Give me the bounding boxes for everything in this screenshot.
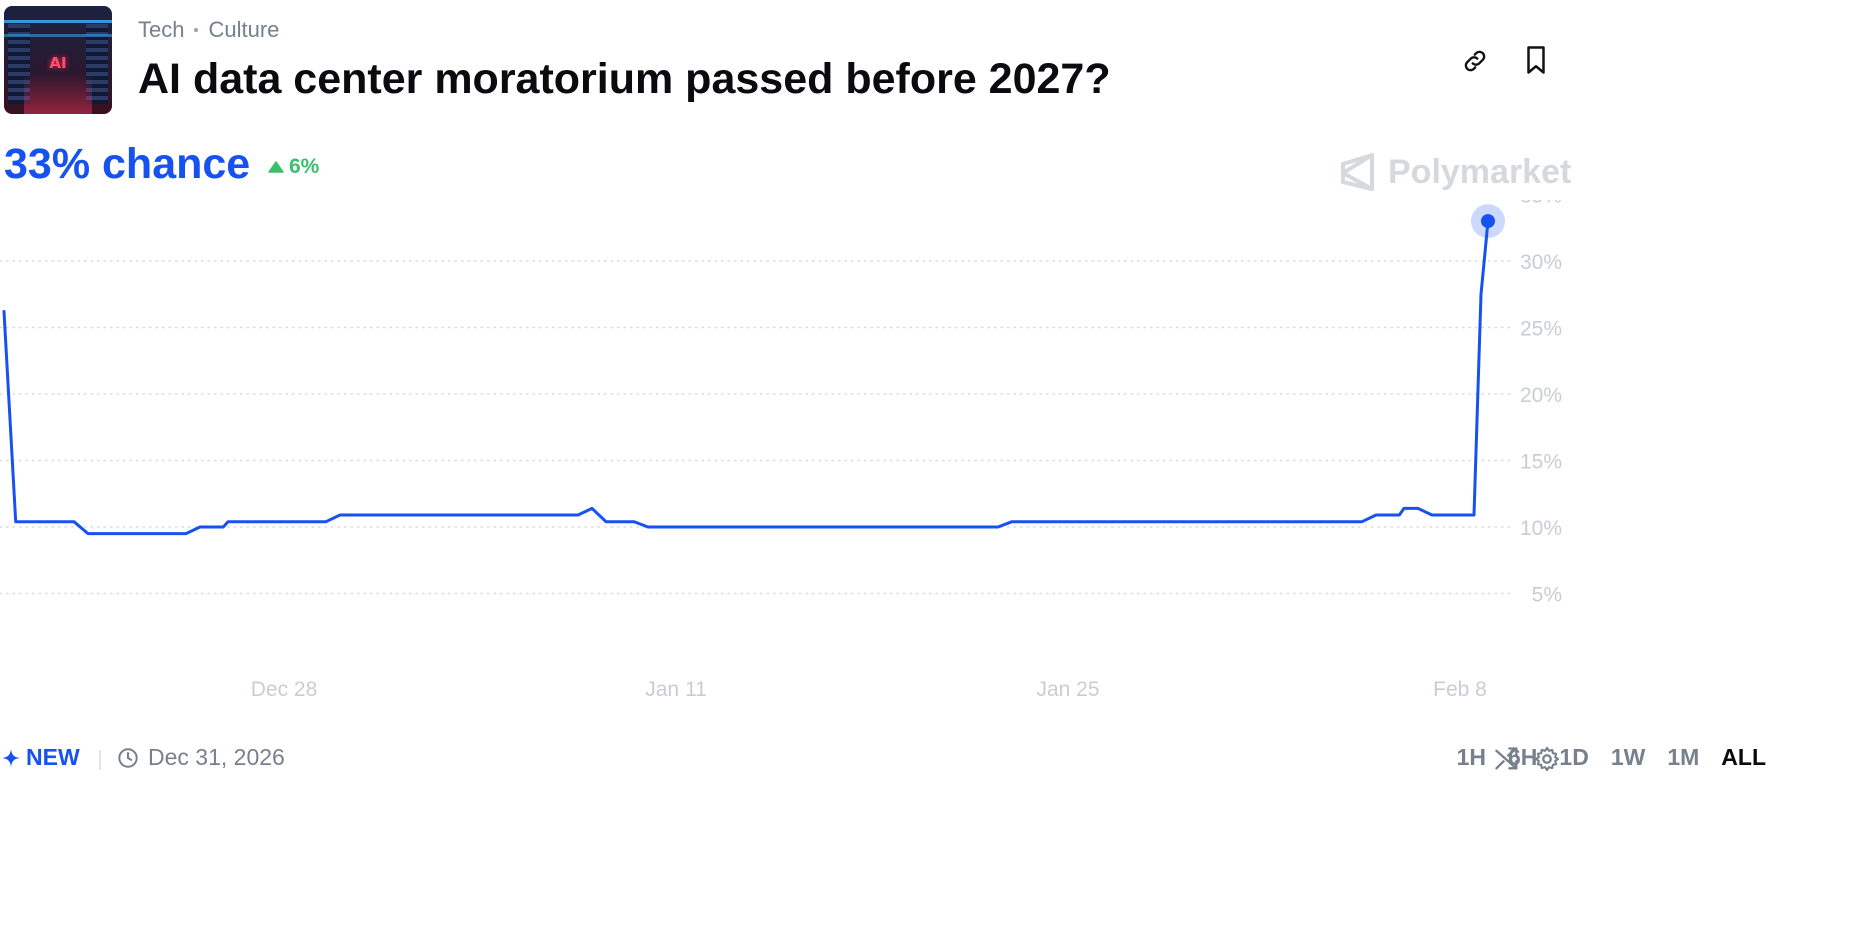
ceiling-light — [4, 20, 112, 23]
category-link[interactable]: Culture — [208, 17, 280, 42]
y-tick-label: 5% — [1532, 584, 1562, 607]
triangle-up-icon — [268, 161, 284, 173]
compare-button[interactable] — [1492, 744, 1522, 774]
footer-divider — [99, 750, 101, 770]
link-icon — [1464, 50, 1486, 72]
range-all[interactable]: ALL — [1721, 744, 1766, 770]
clock-icon — [118, 747, 138, 768]
x-tick-label: Jan 11 — [645, 678, 707, 701]
market-title: AI data center moratorium passed before … — [138, 55, 1111, 103]
breadcrumb: Tech Culture — [138, 17, 279, 43]
new-badge: NEW — [2, 744, 80, 771]
thumbnail-ai-text: AI — [49, 54, 67, 72]
sparkle-icon — [2, 748, 20, 767]
bookmark-icon — [1527, 46, 1545, 74]
price-chart[interactable]: 5% 10% 15% 20% 25% 30% 35% Dec 28 Jan 11 Jan 25 Fe… — [0, 200, 1854, 710]
y-tick-label: 15% — [1520, 451, 1562, 474]
y-tick-label: 20% — [1520, 384, 1562, 407]
bookmark-button[interactable] — [1518, 42, 1554, 78]
category-link[interactable]: Tech — [138, 17, 185, 42]
y-tick-label: 25% — [1520, 318, 1562, 341]
x-tick-label: Feb 8 — [1433, 678, 1487, 701]
series-line — [2, 219, 1490, 536]
floor-glow — [24, 74, 92, 114]
gear-icon — [1534, 746, 1560, 772]
polymarket-logo-icon — [1341, 153, 1374, 191]
y-tick-label: 10% — [1520, 517, 1562, 540]
y-tick-label: 30% — [1520, 251, 1562, 274]
change-badge: 6% — [268, 155, 319, 179]
time-range-selector: 1H 6H 1D 1W 1M ALL — [1457, 744, 1766, 771]
copy-link-button[interactable] — [1457, 43, 1493, 79]
end-date: Dec 31, 2026 — [117, 744, 285, 771]
chance-value: 33% chance — [4, 140, 251, 188]
range-1d[interactable]: 1D — [1559, 744, 1589, 770]
rack-left — [8, 24, 30, 104]
new-label: NEW — [26, 744, 80, 770]
y-tick-label: 35% — [1520, 200, 1562, 208]
range-1h[interactable]: 1H — [1456, 744, 1487, 770]
shuffle-icon — [1495, 747, 1518, 770]
x-tick-label: Jan 25 — [1036, 678, 1099, 701]
brand-name: Polymarket — [1388, 152, 1572, 191]
current-point — [1481, 214, 1495, 229]
chart-settings-button[interactable] — [1532, 744, 1562, 774]
x-tick-label: Dec 28 — [251, 678, 318, 701]
polymarket-watermark: Polymarket — [1340, 152, 1571, 192]
chart-footer: NEW Dec 31, 2026 1H 6H 1D 1W 1M ALL — [0, 738, 1854, 782]
rack-right — [86, 24, 108, 104]
end-date-value: Dec 31, 2026 — [148, 744, 285, 770]
breadcrumb-separator — [194, 28, 199, 32]
ceiling-light — [4, 34, 112, 37]
market-thumbnail[interactable]: AI — [4, 6, 112, 114]
range-1m[interactable]: 1M — [1667, 744, 1700, 770]
range-1w[interactable]: 1W — [1610, 744, 1646, 770]
change-value: 6% — [289, 155, 320, 178]
